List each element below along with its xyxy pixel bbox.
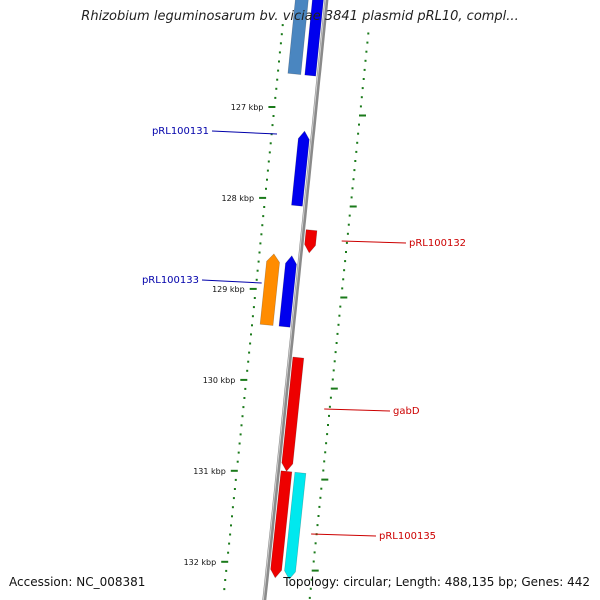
scale-tick-label: 127 kbp [231,103,264,112]
gene-label[interactable]: pRL100131 [152,126,209,137]
genes-layer [259,0,324,580]
gene-arrow[interactable] [287,0,309,75]
scale-ticks: 127 kbp 128 kbp 129 kbp 130 kbp 131 kbp 132 k… [184,24,370,599]
gene-arrow[interactable] [304,229,318,254]
scale-tick-label: 130 kbp [203,376,236,385]
scale-tick-label: 129 kbp [212,285,245,294]
gene-label[interactable]: pRL100133 [142,275,199,286]
label-leader-line [201,279,262,284]
gene-label[interactable]: gabD [393,406,420,417]
topology-summary: Topology: circular; Length: 488,135 bp; … [283,575,590,589]
label-leader-line [311,533,377,537]
gene-arrow[interactable] [304,0,324,77]
gene-label[interactable]: pRL100132 [409,238,466,249]
gene-arrow[interactable] [291,130,310,207]
backbone-line [262,0,329,600]
gene-labels-layer: pRL100131 pRL100132 pRL100133 gabD pRL100135 [142,126,466,542]
gene-arrow[interactable] [259,253,280,326]
scale-tick-label: 128 kbp [221,194,254,203]
gene-arrow[interactable] [270,470,293,579]
label-leader-line [324,408,391,412]
accession-text: Accession: NC_008381 [9,575,146,589]
gene-arrow[interactable] [284,471,307,580]
map-title: Rhizobium leguminosarum bv. viciae 3841 … [81,9,519,24]
gene-label[interactable]: pRL100135 [379,531,436,542]
scale-tick-label: 132 kbp [184,558,217,567]
label-leader-line [341,240,407,244]
gene-arrow[interactable] [281,356,305,472]
backbone-layer [262,0,329,600]
scale-tick-label: 131 kbp [193,467,226,476]
backbone-highlight [262,0,326,600]
label-leader-line [211,130,278,135]
gene-arrow[interactable] [278,255,297,328]
